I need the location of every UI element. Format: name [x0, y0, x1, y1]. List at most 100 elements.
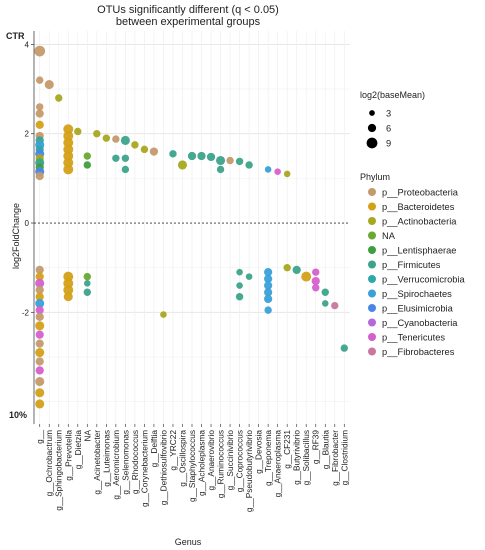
x-tick-label: g__CF231 [282, 430, 292, 469]
color-legend-label: NA [382, 231, 396, 241]
data-point [102, 134, 111, 142]
color-legend-title: Phylum [360, 172, 390, 182]
top-group-label: CTR [6, 31, 25, 41]
data-point [35, 120, 44, 129]
data-point [235, 157, 244, 166]
data-point [112, 154, 120, 162]
data-point [216, 165, 225, 174]
data-point [177, 160, 188, 170]
x-tick-label: g__Succinivibrio [225, 430, 235, 491]
data-point [264, 274, 273, 283]
x-tick-label: g__Solibacillus [301, 430, 311, 485]
x-tick-label: g__Dietzia [73, 430, 83, 470]
plot-grid [33, 31, 350, 424]
data-point [35, 272, 44, 281]
x-tick-label: g__Blautia [320, 430, 330, 470]
x-axis-title: Genus [175, 537, 202, 547]
data-point [264, 288, 273, 297]
bottom-group-label: 10% [9, 410, 27, 420]
x-tick-label: g__Dethiosulfovibrio [158, 430, 168, 506]
x-tick-label: g__Anaerovibrio [206, 430, 216, 491]
size-legend-key [367, 123, 377, 133]
y-tick-label: 0 [25, 219, 30, 228]
data-point [35, 109, 44, 118]
data-point [264, 166, 272, 173]
size-legend-label: 3 [386, 109, 391, 119]
x-tick-labels: g__ g__Ochrobactrum g__Sphingobacterium g__… [35, 424, 349, 512]
data-point [226, 156, 234, 165]
data-point [321, 300, 329, 307]
color-legend-label: p__Firmicutes [382, 260, 441, 270]
data-point [93, 130, 101, 138]
color-legend-key [368, 188, 376, 196]
color-legend-label: p__Actinobacteria [382, 217, 457, 227]
x-tick-label: g__Anaeroplasma [273, 430, 283, 498]
data-point [35, 388, 45, 398]
x-tick-label: g__Treponema [263, 430, 273, 486]
color-legend-key [368, 246, 376, 254]
data-point [112, 135, 120, 143]
data-point [283, 170, 291, 178]
data-point [35, 265, 44, 275]
color-legend-label: p__Elusimicrobia [382, 304, 454, 314]
data-point [235, 293, 244, 301]
data-point [312, 284, 320, 292]
data-point [34, 45, 46, 57]
data-point [83, 288, 92, 296]
data-point [216, 155, 226, 166]
data-point [283, 263, 291, 272]
data-point [83, 272, 92, 281]
data-point [121, 165, 130, 174]
data-point [35, 172, 44, 181]
data-point [44, 80, 54, 90]
x-tick-label: g__Aeromicrobium [111, 430, 121, 500]
color-legend-label: p__Verrucomicrobia [382, 275, 466, 285]
x-tick-label: g__Prevotella [63, 430, 73, 481]
x-tick-label: g__Ochrobactrum [44, 430, 54, 496]
x-tick-label: g__Pseudobutyrivibrio [244, 430, 254, 512]
color-legend-label: p__Lentisphaerae [382, 246, 456, 256]
data-point [340, 344, 348, 352]
size-legend-title: log2(baseMean) [360, 90, 425, 100]
color-legend-label: p__Spirochaetes [382, 289, 452, 299]
y-tick-labels: -2 0 2 4 [22, 40, 34, 317]
x-tick-label: g__Delftia [149, 430, 159, 468]
x-tick-label: g__Staphylococcus [187, 430, 197, 502]
x-tick-label: g__Acinetobacter [92, 430, 102, 495]
color-legend-label: p__Fibrobacteres [382, 347, 455, 357]
data-point [35, 321, 45, 331]
data-point [140, 145, 149, 154]
data-point [35, 399, 45, 409]
data-point [206, 152, 216, 162]
data-point [35, 339, 44, 348]
data-point [35, 292, 44, 301]
x-tick-label: NA [82, 430, 92, 442]
x-tick-label: g__Butyrivibrio [292, 430, 302, 485]
color-legend-key [368, 217, 376, 225]
x-tick-label: g__YRC22 [168, 430, 178, 471]
data-point [83, 152, 92, 160]
chart-title-line2: between experimental groups [116, 16, 261, 28]
color-legend-key [368, 318, 376, 327]
x-tick-label: g__Fibrobacter [330, 430, 340, 486]
data-point [35, 330, 44, 339]
data-point [197, 151, 206, 161]
color-legend-key [368, 275, 376, 283]
size-legend: 3 6 9 [366, 109, 391, 149]
data-point [149, 147, 159, 156]
size-legend-label: 6 [386, 124, 391, 134]
data-point [55, 94, 63, 102]
data-point [312, 268, 320, 276]
size-legend-label: 9 [386, 139, 391, 149]
data-point [264, 281, 273, 290]
data-point [63, 164, 74, 175]
data-point [35, 278, 45, 288]
x-tick-label: g__RF39 [311, 430, 321, 465]
data-point [187, 151, 197, 161]
data-point [35, 366, 44, 375]
chart-title-line1: OTUs significantly different (q < 0.05) [97, 4, 279, 16]
data-point [131, 141, 139, 149]
x-tick-label: g__Luteimonas [101, 430, 111, 487]
data-point [74, 127, 82, 136]
color-legend-key [368, 347, 376, 356]
